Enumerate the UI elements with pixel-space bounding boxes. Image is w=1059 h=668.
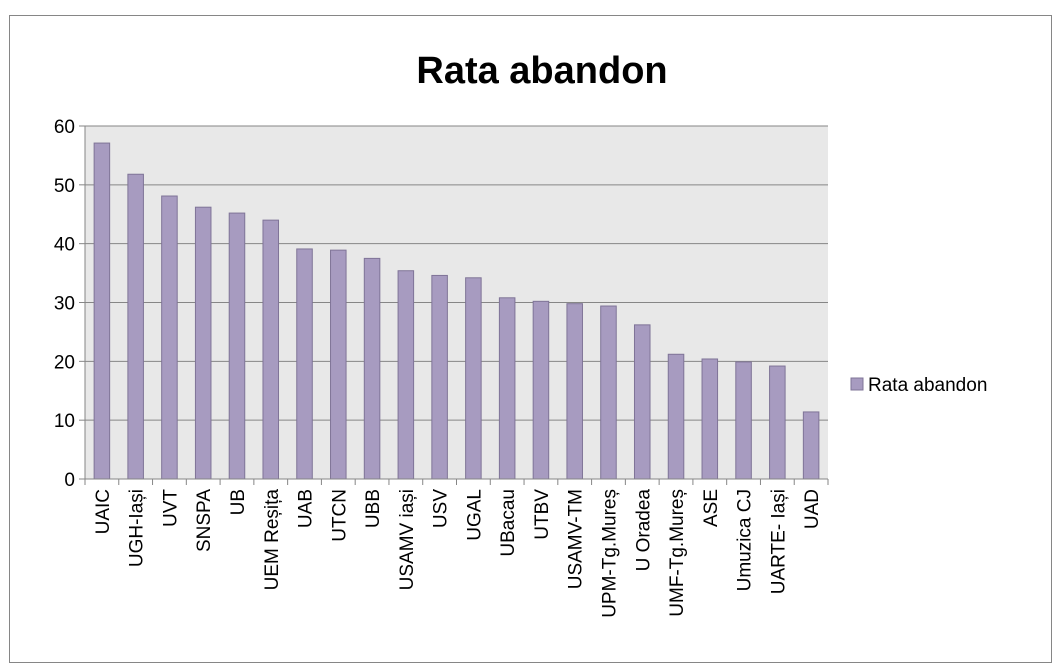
- legend-swatch: [850, 377, 864, 391]
- axes: [79, 125, 829, 485]
- x-tick-label: UAD: [802, 489, 823, 529]
- y-tick-label: 20: [54, 352, 75, 373]
- y-tick-label: 10: [54, 411, 75, 432]
- x-tick-label: UGAL: [464, 489, 485, 541]
- bar: [161, 195, 178, 480]
- bar: [397, 270, 415, 480]
- bar: [667, 353, 685, 480]
- x-tick-label: UGH-Iași: [127, 489, 148, 567]
- x-tick-label: UTBV: [532, 489, 553, 540]
- y-tick-labels: 0 10 20 30 40 50 60: [54, 117, 75, 491]
- bar: [600, 305, 617, 480]
- bar: [532, 300, 550, 480]
- x-tick-label: UAB: [296, 489, 317, 528]
- bar: [296, 248, 313, 480]
- bar: [431, 274, 448, 480]
- bar: [802, 411, 820, 480]
- bar: [498, 297, 516, 480]
- x-tick-label: UBacau: [498, 489, 519, 557]
- x-tick-label: U Oradea: [633, 489, 654, 572]
- x-tick-label: USAMV-TM: [566, 489, 587, 589]
- bar: [194, 206, 212, 480]
- x-tick-label: ASE: [701, 489, 722, 527]
- x-tick-label: SNSPA: [194, 489, 215, 552]
- legend: Rata abandon: [850, 375, 987, 396]
- x-tick-labels: UAIC UGH-Iași UVT SNSPA UB UEM Reșița UAB UTCN U…: [93, 489, 823, 618]
- x-tick-label: UBB: [363, 489, 384, 528]
- x-tick-label: USAMV iași: [397, 489, 418, 590]
- bars: [93, 142, 820, 480]
- bar: [701, 358, 719, 480]
- x-tick-label: UVT: [160, 489, 181, 527]
- legend-label: Rata abandon: [868, 375, 987, 396]
- bar: [330, 249, 347, 480]
- y-tick-label: 50: [54, 176, 75, 197]
- y-tick-label: 60: [54, 117, 75, 138]
- y-tick-label: 0: [64, 470, 75, 491]
- chart-title: Rata abandon: [416, 50, 667, 92]
- y-tick-label: 40: [54, 235, 75, 256]
- bar: [633, 324, 651, 480]
- bar: [465, 277, 482, 480]
- x-tick-label: UARTE- Iași: [768, 489, 789, 594]
- bar: [127, 173, 144, 480]
- y-tick-label: 30: [54, 294, 75, 315]
- x-tick-label: UEM Reșița: [262, 489, 283, 591]
- bar: [769, 365, 786, 480]
- bar: [93, 142, 111, 480]
- bar: [735, 361, 752, 480]
- x-tick-label: UPM-Tg.Mureș: [599, 489, 620, 618]
- bar: [262, 219, 280, 480]
- bar: [363, 257, 381, 480]
- bar: [228, 212, 246, 480]
- bar: [566, 303, 583, 480]
- x-tick-label: UB: [228, 489, 249, 515]
- x-tick-label: UAIC: [93, 489, 114, 534]
- x-tick-label: UMF-Tg.Mureș: [667, 489, 688, 617]
- x-tick-label: Umuzica CJ: [735, 489, 756, 591]
- x-tick-label: UTCN: [329, 489, 350, 542]
- x-tick-label: USV: [431, 489, 452, 528]
